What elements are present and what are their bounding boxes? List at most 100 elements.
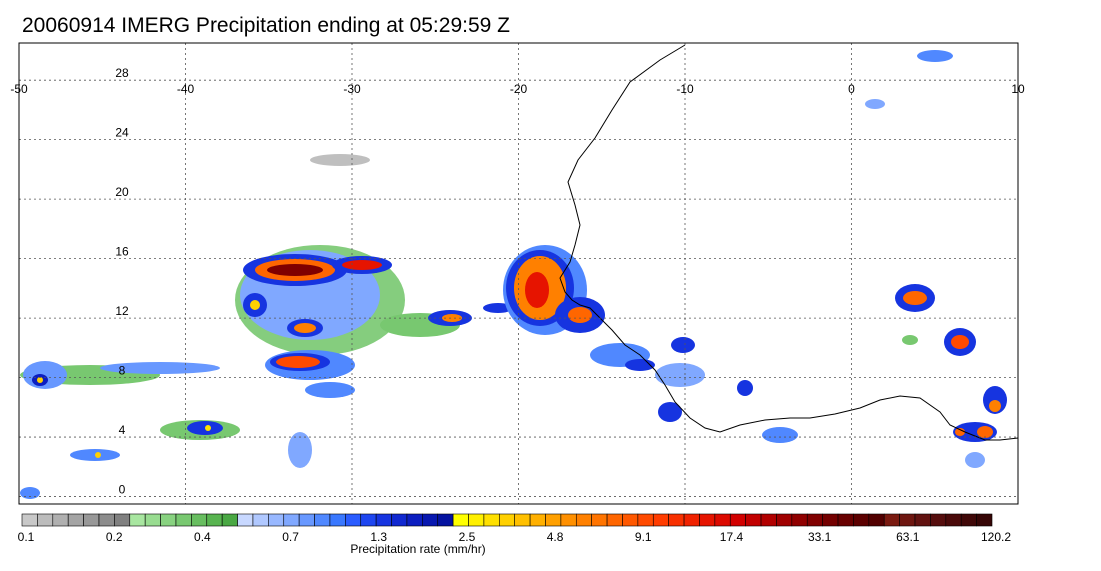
colorbar-cell	[468, 513, 485, 527]
colorbar-tick-label: 0.2	[106, 530, 123, 544]
colorbar-tick-label: 1.3	[370, 530, 387, 544]
colorbar-cell	[945, 513, 962, 527]
latitude-labels: 28 24 20 16 12 8 4 0	[115, 66, 129, 496]
map-title: 20060914 IMERG Precipitation ending at 0…	[22, 14, 510, 37]
colorbar-tick-label: 2.5	[459, 530, 476, 544]
colorbar-cell	[499, 513, 515, 527]
colorbar-cell	[930, 513, 947, 527]
lat-tick-label: 0	[119, 483, 126, 497]
colorbar-cell	[714, 513, 731, 527]
colorbar-cell	[298, 513, 315, 527]
colorbar-cell	[206, 513, 223, 527]
colorbar-cell	[345, 513, 362, 527]
colorbar-cell	[622, 513, 639, 527]
colorbar-tick-label: 63.1	[896, 530, 920, 544]
lon-tick-label: -40	[177, 82, 195, 96]
colorbar-cell	[83, 513, 100, 527]
colorbar-tick-label: 0.4	[194, 530, 211, 544]
colorbar-cell	[375, 513, 392, 527]
colorbar-cell	[283, 513, 300, 527]
lon-tick-label: -50	[10, 82, 28, 96]
lat-tick-label: 24	[115, 126, 129, 140]
colorbar-cell	[883, 513, 900, 527]
lat-tick-label: 28	[115, 66, 129, 80]
lat-tick-label: 16	[115, 245, 129, 259]
lon-tick-label: -10	[676, 82, 694, 96]
colorbar-cell	[252, 513, 269, 527]
colorbar-cell	[560, 513, 577, 527]
colorbar-cell	[529, 513, 546, 527]
graticule	[19, 43, 1018, 504]
lat-tick-label: 20	[115, 185, 129, 199]
colorbar-tick-label: 120.2	[981, 530, 1011, 544]
colorbar-tick-label: 0.1	[18, 530, 35, 544]
colorbar-cell	[114, 513, 131, 527]
colorbar-cell	[483, 513, 500, 527]
rain-band-west	[20, 361, 240, 499]
colorbar-cell	[791, 513, 808, 527]
colorbar-tick-label: 4.8	[547, 530, 564, 544]
coastline	[559, 44, 1018, 441]
colorbar-tick-labels: 0.1 0.2 0.4 0.7 1.3 2.5 4.8 9.1 17.4 33.1 63.1 120.…	[18, 530, 1012, 544]
colorbar-cell	[360, 513, 377, 527]
colorbar-cell	[729, 513, 746, 527]
colorbar-cell	[899, 513, 916, 527]
colorbar-cell	[545, 513, 562, 527]
colorbar-cell	[652, 513, 669, 527]
colorbar-cell	[437, 513, 454, 527]
lon-tick-label: 0	[848, 82, 855, 96]
colorbar-cell	[21, 513, 38, 527]
colorbar-cell	[822, 513, 839, 527]
colorbar-cell	[606, 513, 623, 527]
colorbar-cell	[637, 513, 654, 527]
colorbar-tick-label: 0.7	[282, 530, 299, 544]
colorbar-cell	[837, 513, 854, 527]
lat-tick-label: 12	[115, 304, 129, 318]
rain-system-central	[235, 154, 513, 468]
colorbar-tick-label: 33.1	[808, 530, 832, 544]
colorbar-cell	[52, 513, 69, 527]
lon-tick-label: -20	[510, 82, 528, 96]
colorbar-cell	[776, 513, 793, 527]
colorbar-cell	[37, 513, 54, 527]
colorbar-cell	[760, 513, 777, 527]
colorbar-cell	[575, 513, 592, 527]
lat-tick-label: 4	[119, 423, 126, 437]
colorbar-cells	[21, 513, 993, 527]
colorbar-cell	[406, 513, 423, 527]
colorbar-cell	[806, 513, 823, 527]
colorbar-tick-label: 17.4	[720, 530, 744, 544]
colorbar-cell	[514, 513, 531, 527]
colorbar-cell	[976, 513, 993, 527]
colorbar-cell	[67, 513, 84, 527]
colorbar-cell	[668, 513, 685, 527]
colorbar-cell	[160, 513, 177, 527]
colorbar-cell	[452, 513, 469, 527]
rain-system-west-africa	[503, 245, 798, 443]
lon-tick-label: 10	[1011, 82, 1025, 96]
colorbar-title: Precipitation rate (mm/hr)	[350, 542, 485, 556]
colorbar-cell	[960, 513, 977, 527]
colorbar-cell	[853, 513, 870, 527]
colorbar-cell	[237, 513, 254, 527]
colorbar-cell	[914, 513, 931, 527]
lon-tick-label: -30	[343, 82, 361, 96]
colorbar-cell	[191, 513, 208, 527]
colorbar-cell	[699, 513, 716, 527]
colorbar-tick-label: 9.1	[635, 530, 652, 544]
colorbar-cell	[221, 513, 238, 527]
precipitation-field	[20, 50, 1007, 499]
map-frame	[18, 42, 1019, 505]
colorbar-cell	[268, 513, 285, 527]
colorbar-cell	[591, 513, 608, 527]
longitude-labels: -50 -40 -30 -20 -10 0 10	[10, 82, 1025, 96]
colorbar-cell	[144, 513, 161, 527]
colorbar-cell	[329, 513, 346, 527]
colorbar-cell	[314, 513, 331, 527]
colorbar-cell	[422, 513, 439, 527]
colorbar-cell	[868, 513, 885, 527]
colorbar-cell	[683, 513, 700, 527]
colorbar-cell	[175, 513, 192, 527]
